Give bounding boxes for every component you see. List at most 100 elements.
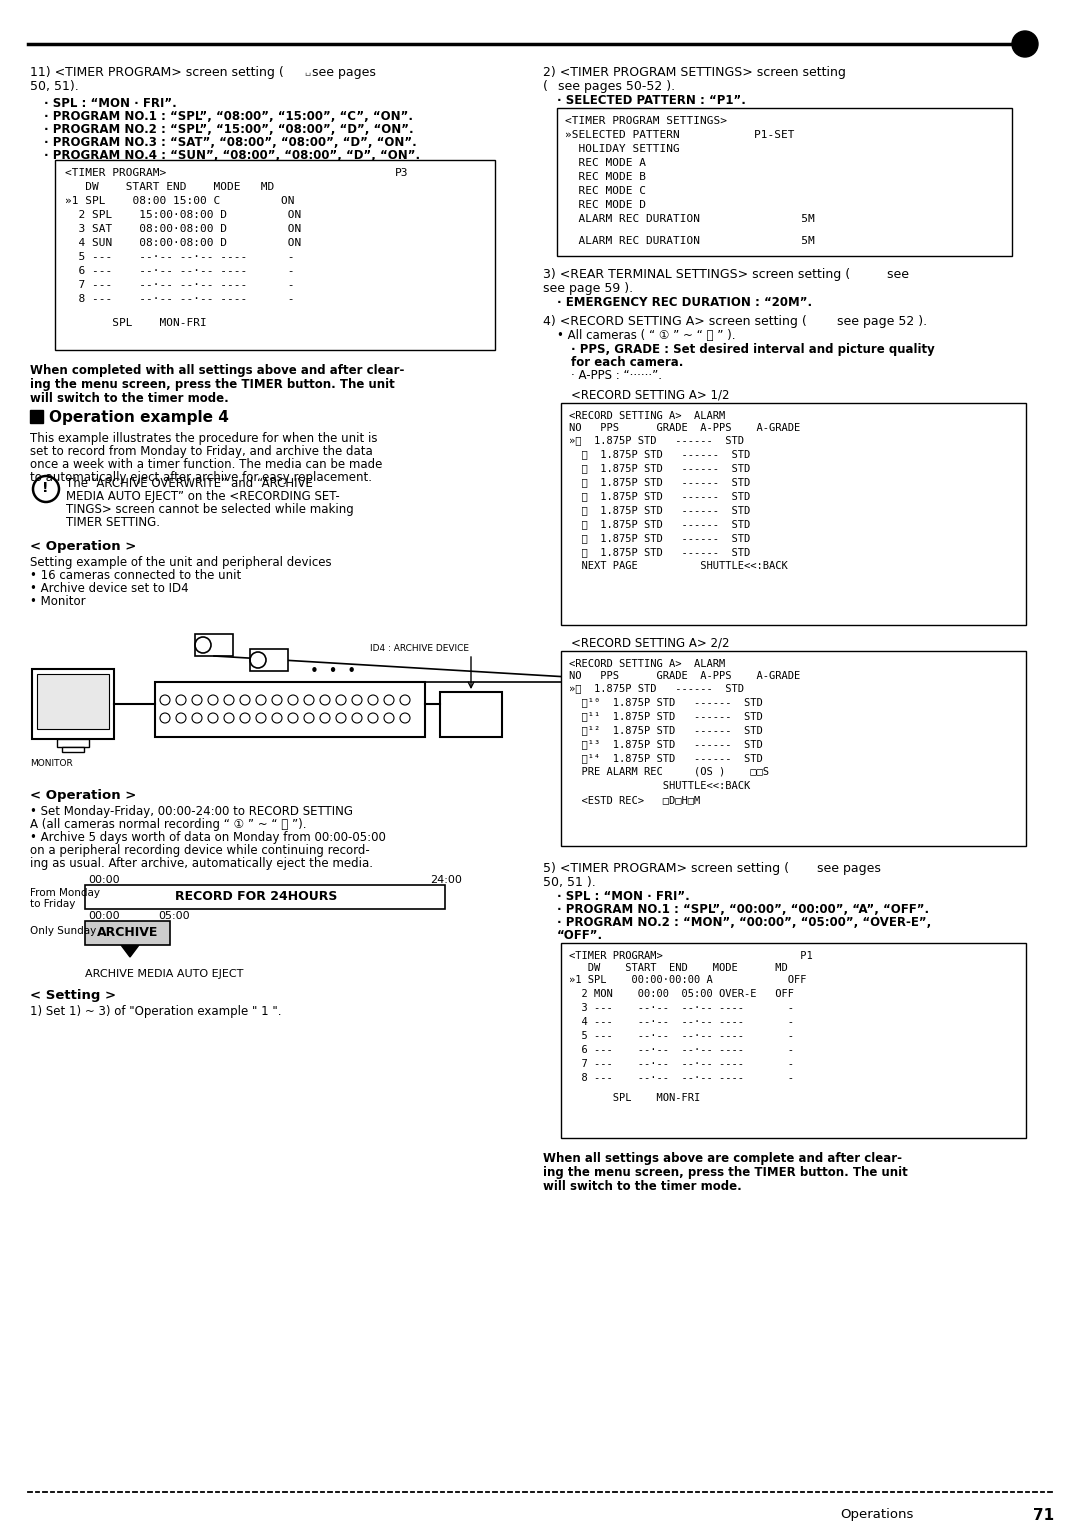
Text: · PROGRAM NO.2 : “SPL”, “15:00”, “08:00”, “D”, “ON”.: · PROGRAM NO.2 : “SPL”, “15:00”, “08:00”…	[44, 122, 414, 136]
Text: »1 SPL    00:00·00:00 A            OFF: »1 SPL 00:00·00:00 A OFF	[569, 975, 807, 986]
Text: ARCHIVE MEDIA AUTO EJECT: ARCHIVE MEDIA AUTO EJECT	[85, 969, 243, 979]
Text: 1) Set 1) ~ 3) of "Operation example " 1 ".: 1) Set 1) ~ 3) of "Operation example " 1…	[30, 1005, 282, 1018]
Bar	[195, 634, 233, 656]
Text: · SPL : “MON · FRI”.: · SPL : “MON · FRI”.	[44, 96, 177, 110]
Text: DW    START  END    MODE      MD: DW START END MODE MD	[569, 963, 787, 973]
Text: TINGS> screen cannot be selected while making: TINGS> screen cannot be selected while m…	[66, 503, 354, 516]
Text: • Archive 5 days worth of data on Monday from 00:00-05:00: • Archive 5 days worth of data on Monday…	[30, 831, 386, 843]
Text: will switch to the timer mode.: will switch to the timer mode.	[543, 1180, 742, 1193]
Text: 5) <TIMER PROGRAM> screen setting (: 5) <TIMER PROGRAM> screen setting (	[543, 862, 789, 876]
Text: ⓐ¹⁴  1.875P STD   ------  STD: ⓐ¹⁴ 1.875P STD ------ STD	[569, 753, 762, 762]
Bar	[440, 692, 502, 736]
Text: ②  1.875P STD   ------  STD: ② 1.875P STD ------ STD	[569, 449, 751, 458]
Text: PRE ALARM REC     (OS )    □□S: PRE ALARM REC (OS ) □□S	[569, 767, 769, 778]
Text: 4 ---    --·--  --·-- ----       -: 4 --- --·-- --·-- ---- -	[569, 1018, 794, 1027]
Text: DW    START END    MODE   MD: DW START END MODE MD	[65, 182, 274, 193]
Text: When all settings above are complete and after clear-: When all settings above are complete and…	[543, 1152, 902, 1164]
Text: 11) <TIMER PROGRAM> screen setting (: 11) <TIMER PROGRAM> screen setting (	[30, 66, 284, 79]
Text: “OFF”.: “OFF”.	[557, 929, 603, 941]
Text: NO   PPS      GRADE  A-PPS    A-GRADE: NO PPS GRADE A-PPS A-GRADE	[569, 423, 800, 432]
Text: 00:00: 00:00	[87, 876, 120, 885]
Text: see pages: see pages	[312, 66, 376, 79]
Text: ⓐ¹³  1.875P STD   ------  STD: ⓐ¹³ 1.875P STD ------ STD	[569, 740, 762, 749]
Text: 6 ---    --·-- --·-- ----      -: 6 --- --·-- --·-- ---- -	[65, 266, 295, 277]
Text: see: see	[883, 267, 909, 281]
Text: SHUTTLE<<:BACK: SHUTTLE<<:BACK	[569, 781, 751, 792]
Text: <RECORD SETTING A> 2/2: <RECORD SETTING A> 2/2	[571, 637, 729, 649]
Text: · PROGRAM NO.4 : “SUN”, “08:00”, “08:00”, “D”, “ON”.: · PROGRAM NO.4 : “SUN”, “08:00”, “08:00”…	[44, 150, 420, 162]
Text: »1 SPL    08:00 15:00 C         ON: »1 SPL 08:00 15:00 C ON	[65, 196, 295, 206]
Text: ALARM REC DURATION               5M: ALARM REC DURATION 5M	[565, 235, 814, 246]
Text: • Set Monday-Friday, 00:00-24:00 to RECORD SETTING: • Set Monday-Friday, 00:00-24:00 to RECO…	[30, 805, 353, 817]
Text: < Operation >: < Operation >	[30, 788, 136, 802]
Text: • 16 cameras connected to the unit: • 16 cameras connected to the unit	[30, 568, 241, 582]
Text: This example illustrates the procedure for when the unit is: This example illustrates the procedure f…	[30, 432, 378, 445]
Text: TIMER SETTING.: TIMER SETTING.	[66, 516, 160, 529]
Text: to Friday: to Friday	[30, 898, 76, 909]
Circle shape	[1012, 31, 1038, 57]
Text: <TIMER PROGRAM>: <TIMER PROGRAM>	[65, 168, 166, 177]
Text: ⑦  1.875P STD   ------  STD: ⑦ 1.875P STD ------ STD	[569, 520, 751, 529]
Text: The “ARCHIVE OVERWRITE” and “ARCHIVE: The “ARCHIVE OVERWRITE” and “ARCHIVE	[66, 477, 313, 490]
Bar	[561, 943, 1026, 1138]
Text: · EMERGENCY REC DURATION : “20M”.: · EMERGENCY REC DURATION : “20M”.	[557, 296, 812, 309]
Bar	[57, 740, 89, 747]
Text: <ESTD REC>   □D□H□M: <ESTD REC> □D□H□M	[569, 795, 700, 805]
Text: 5 ---    --·-- --·-- ----      -: 5 --- --·-- --·-- ---- -	[65, 252, 295, 261]
Text: RECORD FOR 24HOURS: RECORD FOR 24HOURS	[175, 889, 337, 903]
Text: NEXT PAGE          SHUTTLE<<:BACK: NEXT PAGE SHUTTLE<<:BACK	[569, 561, 787, 571]
Text: on a peripheral recording device while continuing record-: on a peripheral recording device while c…	[30, 843, 369, 857]
Text: 7 ---    --·--  --·-- ----       -: 7 --- --·-- --·-- ---- -	[569, 1059, 794, 1070]
Text: to automatically eject after archive for easy replacement.: to automatically eject after archive for…	[30, 471, 372, 484]
Text: ARCHIVE: ARCHIVE	[97, 926, 159, 940]
Bar	[156, 681, 426, 736]
Text: •  •  •: • • •	[310, 665, 356, 678]
Text: 50, 51 ).: 50, 51 ).	[543, 876, 596, 889]
Text: • Monitor: • Monitor	[30, 594, 85, 608]
Text: ␣: ␣	[303, 66, 310, 76]
Text: ALARM REC DURATION               5M: ALARM REC DURATION 5M	[565, 214, 814, 225]
Text: will switch to the timer mode.: will switch to the timer mode.	[30, 393, 229, 405]
Text: NO   PPS      GRADE  A-PPS    A-GRADE: NO PPS GRADE A-PPS A-GRADE	[569, 671, 800, 681]
Text: 3 SAT    08:00·08:00 D         ON: 3 SAT 08:00·08:00 D ON	[65, 225, 301, 234]
Text: • Archive device set to ID4: • Archive device set to ID4	[30, 582, 189, 594]
Text: REC MODE D: REC MODE D	[565, 200, 646, 209]
Bar	[249, 649, 288, 671]
Text: ⑧  1.875P STD   ------  STD: ⑧ 1.875P STD ------ STD	[569, 533, 751, 542]
Bar	[85, 885, 445, 909]
Text: 2) <TIMER PROGRAM SETTINGS> screen setting: 2) <TIMER PROGRAM SETTINGS> screen setti…	[543, 66, 846, 79]
Text: set to record from Monday to Friday, and archive the data: set to record from Monday to Friday, and…	[30, 445, 373, 458]
Text: P3: P3	[395, 168, 408, 177]
Text: Operations: Operations	[840, 1508, 914, 1520]
Text: see pages: see pages	[813, 862, 881, 876]
Text: 05:00: 05:00	[158, 911, 190, 921]
Text: 00:00: 00:00	[87, 911, 120, 921]
Text: once a week with a timer function. The media can be made: once a week with a timer function. The m…	[30, 458, 382, 471]
Bar	[32, 669, 114, 740]
Text: 2 MON    00:00  05:00 OVER-E   OFF: 2 MON 00:00 05:00 OVER-E OFF	[569, 989, 794, 999]
Text: HOLIDAY SETTING: HOLIDAY SETTING	[565, 144, 679, 154]
Text: When completed with all settings above and after clear-: When completed with all settings above a…	[30, 364, 404, 377]
Text: ID4 : ARCHIVE DEVICE: ID4 : ARCHIVE DEVICE	[370, 643, 469, 652]
Text: 3) <REAR TERMINAL SETTINGS> screen setting (: 3) <REAR TERMINAL SETTINGS> screen setti…	[543, 267, 850, 281]
Text: MEDIA AUTO EJECT” on the <RECORDING SET-: MEDIA AUTO EJECT” on the <RECORDING SET-	[66, 490, 340, 503]
Text: <RECORD SETTING A>  ALARM: <RECORD SETTING A> ALARM	[569, 411, 726, 422]
Text: »SELECTED PATTERN           P1-SET: »SELECTED PATTERN P1-SET	[565, 130, 795, 141]
Text: REC MODE A: REC MODE A	[565, 157, 646, 168]
Bar	[561, 651, 1026, 847]
Text: 8 ---    --·--  --·-- ----       -: 8 --- --·-- --·-- ---- -	[569, 1073, 794, 1083]
Text: see page 59 ).: see page 59 ).	[543, 283, 633, 295]
Bar	[557, 108, 1012, 257]
Text: see page 52 ).: see page 52 ).	[833, 315, 927, 329]
Text: SPL    MON-FRI: SPL MON-FRI	[569, 1093, 700, 1103]
Text: < Setting >: < Setting >	[30, 989, 117, 1002]
Text: · PROGRAM NO.3 : “SAT”, “08:00”, “08:00”, “D”, “ON”.: · PROGRAM NO.3 : “SAT”, “08:00”, “08:00”…	[44, 136, 417, 150]
Text: ⑤  1.875P STD   ------  STD: ⑤ 1.875P STD ------ STD	[569, 490, 751, 501]
Text: 6 ---    --·--  --·-- ----       -: 6 --- --·-- --·-- ---- -	[569, 1045, 794, 1054]
Text: · PPS, GRADE : Set desired interval and picture quality: · PPS, GRADE : Set desired interval and …	[571, 342, 935, 356]
Text: 7 ---    --·-- --·-- ----      -: 7 --- --·-- --·-- ---- -	[65, 280, 295, 290]
Text: MONITOR: MONITOR	[30, 759, 72, 769]
Text: A (all cameras normal recording “ ① ” ~ “ ⓐ ”).: A (all cameras normal recording “ ① ” ~ …	[30, 817, 307, 831]
Text: (: (	[543, 79, 552, 93]
Text: 71: 71	[1032, 1508, 1054, 1523]
